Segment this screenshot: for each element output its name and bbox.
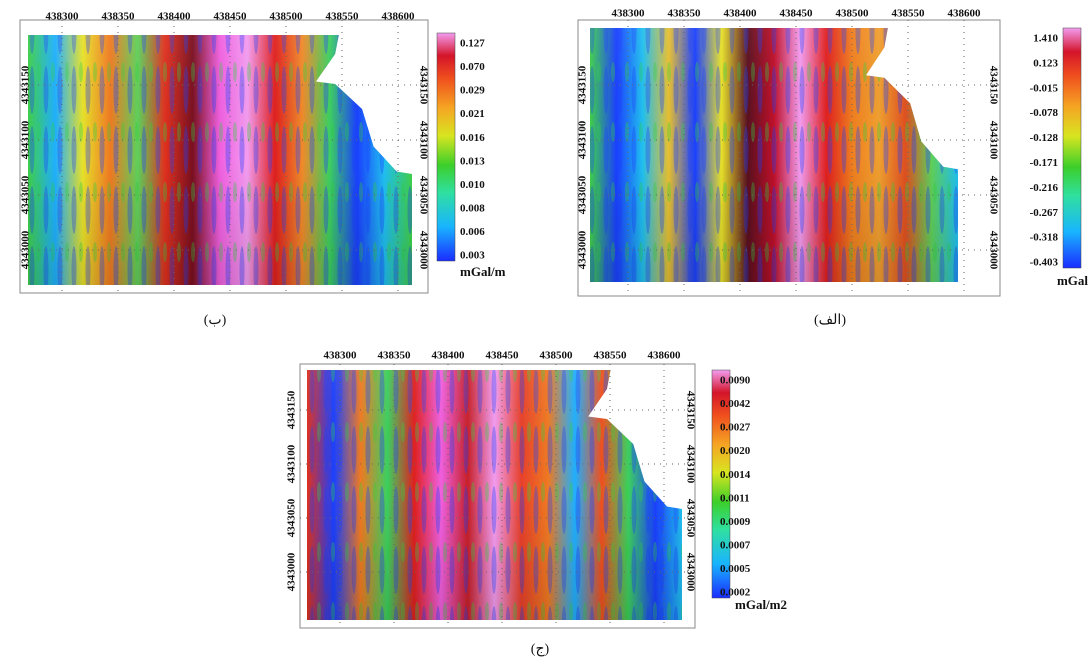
x-tick-label: 438400 <box>432 350 466 362</box>
y-tick-label-right: 4343050 <box>417 176 429 215</box>
y-tick-label-right: 4343050 <box>987 176 999 215</box>
colorbar-label: 0.127 <box>460 38 485 50</box>
colorbar-label: -0.171 <box>1030 157 1058 169</box>
colorbar-label: -0.078 <box>1030 107 1059 119</box>
x-tick-label: 438500 <box>270 11 304 23</box>
colorbar-label: 0.008 <box>460 202 485 214</box>
colorbar-unit: mGal/m <box>460 264 506 279</box>
x-tick-label: 438450 <box>780 8 814 20</box>
map-panel: 438300 438350 438400 438450 438500 438550 4386… <box>19 11 506 328</box>
y-tick-label-right: 4343000 <box>417 231 429 270</box>
y-tick-label-right: 4343100 <box>987 121 999 160</box>
colorbar-label: 0.013 <box>460 155 485 167</box>
y-tick-label-right: 4343100 <box>417 121 429 160</box>
colorbar-label: 0.021 <box>460 108 485 120</box>
colorbar-label: 0.0020 <box>720 445 751 457</box>
colorbar-unit: mGal/m2 <box>735 597 787 612</box>
y-tick-label-right: 4343000 <box>987 231 999 270</box>
map-panel: 438300 438350 438400 438450 438500 438550 4386… <box>286 350 787 658</box>
colorbar-label: 1.410 <box>1033 33 1058 45</box>
colorbar-label: 0.0002 <box>720 587 751 599</box>
y-tick-label-right: 4343150 <box>987 66 999 105</box>
colorbar-label: -0.267 <box>1030 207 1059 219</box>
x-tick-label: 438600 <box>948 8 982 20</box>
colorbar-label: 0.0007 <box>720 539 751 551</box>
x-tick-label: 438350 <box>668 8 702 20</box>
y-tick-label: 4343150 <box>20 65 32 104</box>
colorbar-label: 0.029 <box>460 85 485 97</box>
y-tick-label: 4343050 <box>577 175 589 214</box>
colorbar-label: 0.006 <box>460 226 485 238</box>
x-tick-label: 438600 <box>382 11 416 23</box>
y-tick-label: 4343100 <box>20 120 32 159</box>
y-tick-label: 4343100 <box>286 444 298 483</box>
y-tick-label-right: 4343150 <box>417 66 429 105</box>
x-tick-label: 438300 <box>324 350 358 362</box>
x-tick-label: 438500 <box>836 8 870 20</box>
colorbar-label: 0.0009 <box>720 516 751 528</box>
colorbar-label: 0.070 <box>460 61 485 73</box>
x-tick-label: 438550 <box>892 8 926 20</box>
y-tick-label: 4343150 <box>286 390 298 429</box>
colorbar-label: 0.016 <box>460 132 485 144</box>
colorbar-label: -0.015 <box>1030 82 1059 94</box>
x-tick-label: 438600 <box>648 350 682 362</box>
x-tick-label: 438400 <box>158 11 192 23</box>
y-tick-label-right: 4343100 <box>684 445 696 484</box>
y-tick-label-right: 4343050 <box>684 499 696 538</box>
colorbar-label: -0.128 <box>1030 132 1059 144</box>
x-tick-label: 438550 <box>594 350 628 362</box>
colorbar-label: 0.010 <box>460 179 485 191</box>
colorbar <box>1062 27 1082 269</box>
colorbar <box>436 32 456 262</box>
colorbar-label: -0.216 <box>1030 182 1059 194</box>
colorbar-unit: mGal <box>1057 273 1088 288</box>
y-tick-label: 4343050 <box>20 175 32 214</box>
y-tick-label-right: 4343150 <box>684 391 696 430</box>
y-tick-label: 4343100 <box>577 120 589 159</box>
colorbar-label: 0.0014 <box>720 469 751 481</box>
panel-caption: (ب) <box>204 313 227 328</box>
colorbar-label: -0.403 <box>1030 257 1059 269</box>
x-tick-label: 438450 <box>486 350 520 362</box>
x-tick-label: 438350 <box>102 11 136 23</box>
x-tick-label: 438550 <box>326 11 360 23</box>
colorbar-label: 0.0011 <box>720 492 750 504</box>
y-tick-label-right: 4343000 <box>684 553 696 592</box>
colorbar <box>711 369 731 599</box>
colorbar-label: -0.318 <box>1030 232 1059 244</box>
x-tick-label: 438500 <box>540 350 574 362</box>
x-tick-label: 438300 <box>46 11 80 23</box>
colorbar-label: 0.0042 <box>720 398 751 410</box>
map-panel: 438300 438350 438400 438450 438500 438550 4386… <box>577 8 1089 329</box>
x-tick-label: 438300 <box>612 8 646 20</box>
map-cutout <box>316 34 412 174</box>
x-tick-label: 438350 <box>378 350 412 362</box>
map-cutout <box>588 369 682 509</box>
x-tick-label: 438450 <box>214 11 248 23</box>
y-tick-label: 4343000 <box>20 230 32 269</box>
colorbar-label: 0.123 <box>1033 57 1058 69</box>
x-tick-label: 438400 <box>724 8 758 20</box>
y-tick-label: 4343000 <box>286 552 298 591</box>
panel-caption: (ج) <box>531 642 550 657</box>
colorbar-label: 0.0027 <box>720 422 751 434</box>
y-tick-label: 4343000 <box>577 230 589 269</box>
colorbar-label: 0.0005 <box>720 563 751 575</box>
y-tick-label: 4343050 <box>286 498 298 537</box>
panel-caption: (الف) <box>814 313 846 328</box>
colorbar-label: 0.0090 <box>720 375 751 387</box>
y-tick-label: 4343150 <box>577 65 589 104</box>
colorbar-label: 0.003 <box>460 250 485 262</box>
map-cutout <box>866 27 958 170</box>
